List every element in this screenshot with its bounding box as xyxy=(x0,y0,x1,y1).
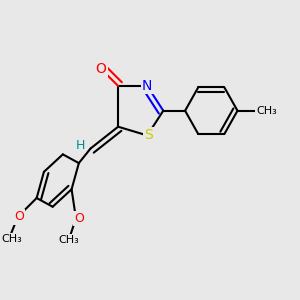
Text: S: S xyxy=(144,128,153,142)
Text: O: O xyxy=(74,212,84,225)
Text: H: H xyxy=(76,139,85,152)
Text: CH₃: CH₃ xyxy=(256,106,277,116)
Text: CH₃: CH₃ xyxy=(58,235,79,245)
Text: N: N xyxy=(142,79,152,93)
Text: CH₃: CH₃ xyxy=(2,234,22,244)
Text: O: O xyxy=(95,61,106,76)
Text: O: O xyxy=(14,210,24,224)
